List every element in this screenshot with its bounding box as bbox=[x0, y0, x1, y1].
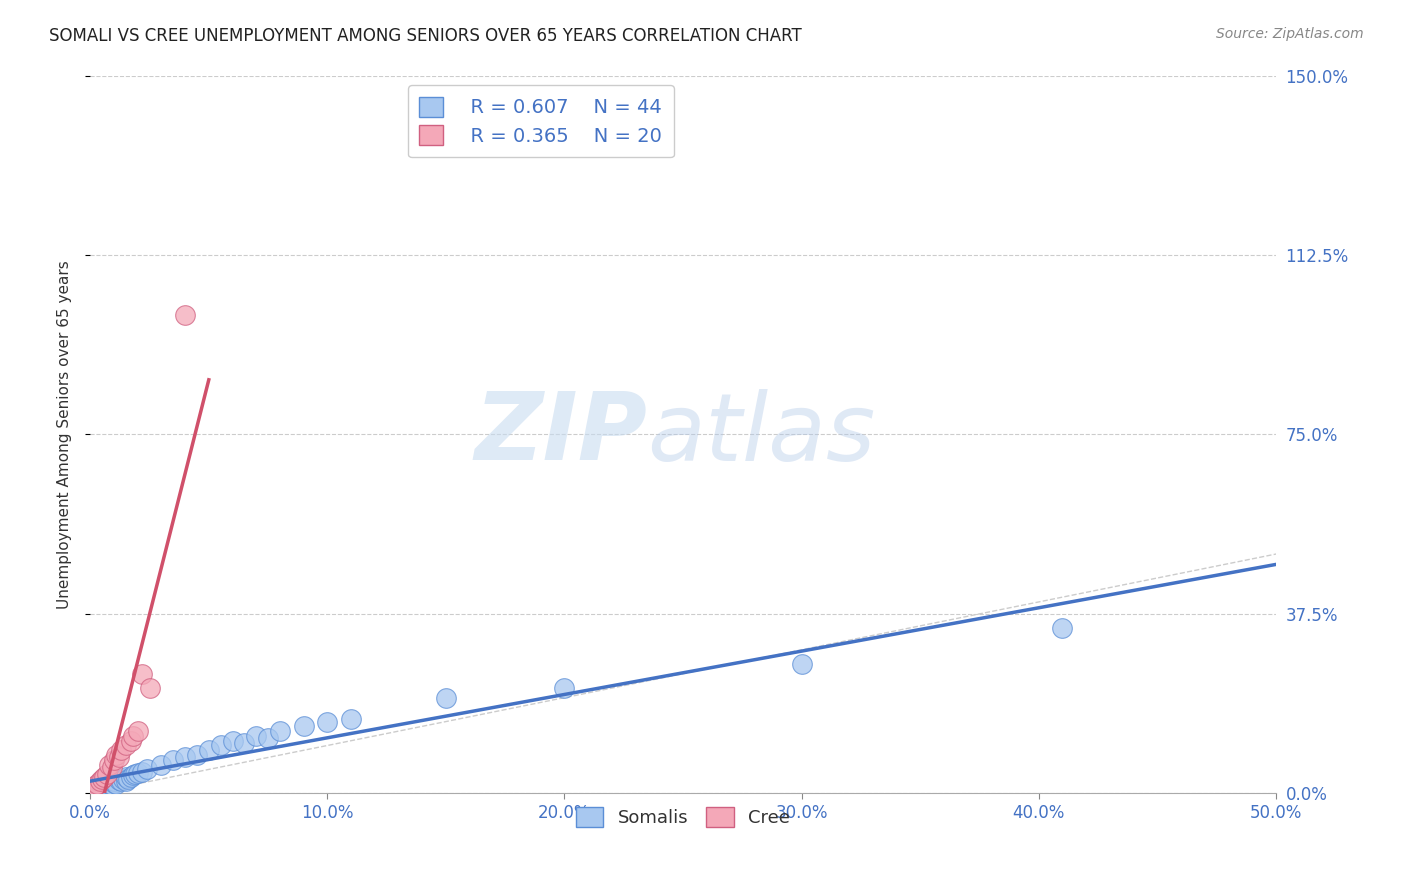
Point bbox=[91, 781, 114, 796]
Point bbox=[245, 729, 267, 743]
Text: SOMALI VS CREE UNEMPLOYMENT AMONG SENIORS OVER 65 YEARS CORRELATION CHART: SOMALI VS CREE UNEMPLOYMENT AMONG SENIOR… bbox=[49, 27, 801, 45]
Point bbox=[127, 766, 149, 780]
Point bbox=[127, 724, 149, 739]
Point bbox=[120, 770, 142, 784]
Point bbox=[96, 778, 118, 792]
Point bbox=[84, 781, 107, 796]
Point bbox=[112, 772, 135, 786]
Point bbox=[93, 780, 115, 795]
Point bbox=[340, 712, 363, 726]
Point bbox=[209, 739, 232, 753]
Point bbox=[110, 743, 132, 757]
Point bbox=[150, 757, 173, 772]
Point bbox=[553, 681, 575, 695]
Point bbox=[1052, 621, 1074, 635]
Point bbox=[86, 782, 108, 797]
Point bbox=[120, 733, 142, 747]
Text: atlas: atlas bbox=[648, 389, 876, 480]
Point bbox=[198, 743, 221, 757]
Point bbox=[136, 763, 159, 777]
Point bbox=[105, 747, 128, 762]
Point bbox=[93, 770, 115, 784]
Point bbox=[89, 774, 111, 789]
Text: Source: ZipAtlas.com: Source: ZipAtlas.com bbox=[1216, 27, 1364, 41]
Point bbox=[162, 753, 184, 767]
Point bbox=[82, 781, 104, 796]
Point bbox=[131, 666, 153, 681]
Point bbox=[103, 776, 125, 790]
Point bbox=[117, 772, 139, 786]
Point bbox=[105, 777, 128, 791]
Legend: Somalis, Cree: Somalis, Cree bbox=[569, 800, 797, 835]
Point bbox=[434, 690, 457, 705]
Point bbox=[292, 719, 315, 733]
Point bbox=[269, 724, 291, 739]
Point bbox=[174, 308, 197, 322]
Point bbox=[103, 774, 125, 789]
Y-axis label: Unemployment Among Seniors over 65 years: Unemployment Among Seniors over 65 years bbox=[58, 260, 72, 609]
Point bbox=[86, 777, 108, 791]
Point bbox=[100, 778, 122, 792]
Point bbox=[110, 774, 132, 789]
Point bbox=[131, 764, 153, 779]
Point bbox=[103, 753, 125, 767]
Point bbox=[316, 714, 339, 729]
Point bbox=[138, 681, 160, 695]
Point bbox=[186, 747, 208, 762]
Point bbox=[114, 739, 136, 753]
Point bbox=[91, 772, 114, 786]
Point bbox=[98, 777, 121, 791]
Point bbox=[790, 657, 813, 672]
Point bbox=[233, 736, 256, 750]
Point bbox=[89, 780, 111, 795]
Point bbox=[114, 774, 136, 789]
Point bbox=[107, 772, 129, 787]
Point bbox=[122, 768, 145, 782]
Point bbox=[174, 750, 197, 764]
Point bbox=[124, 767, 146, 781]
Point bbox=[98, 757, 121, 772]
Point bbox=[96, 767, 118, 781]
Point bbox=[122, 729, 145, 743]
Point bbox=[221, 733, 243, 747]
Text: ZIP: ZIP bbox=[475, 388, 648, 481]
Point bbox=[82, 784, 104, 798]
Point bbox=[257, 731, 280, 746]
Point bbox=[107, 750, 129, 764]
Point bbox=[114, 770, 136, 784]
Point bbox=[91, 779, 114, 793]
Point bbox=[100, 760, 122, 774]
Point bbox=[84, 779, 107, 793]
Point bbox=[98, 779, 121, 793]
